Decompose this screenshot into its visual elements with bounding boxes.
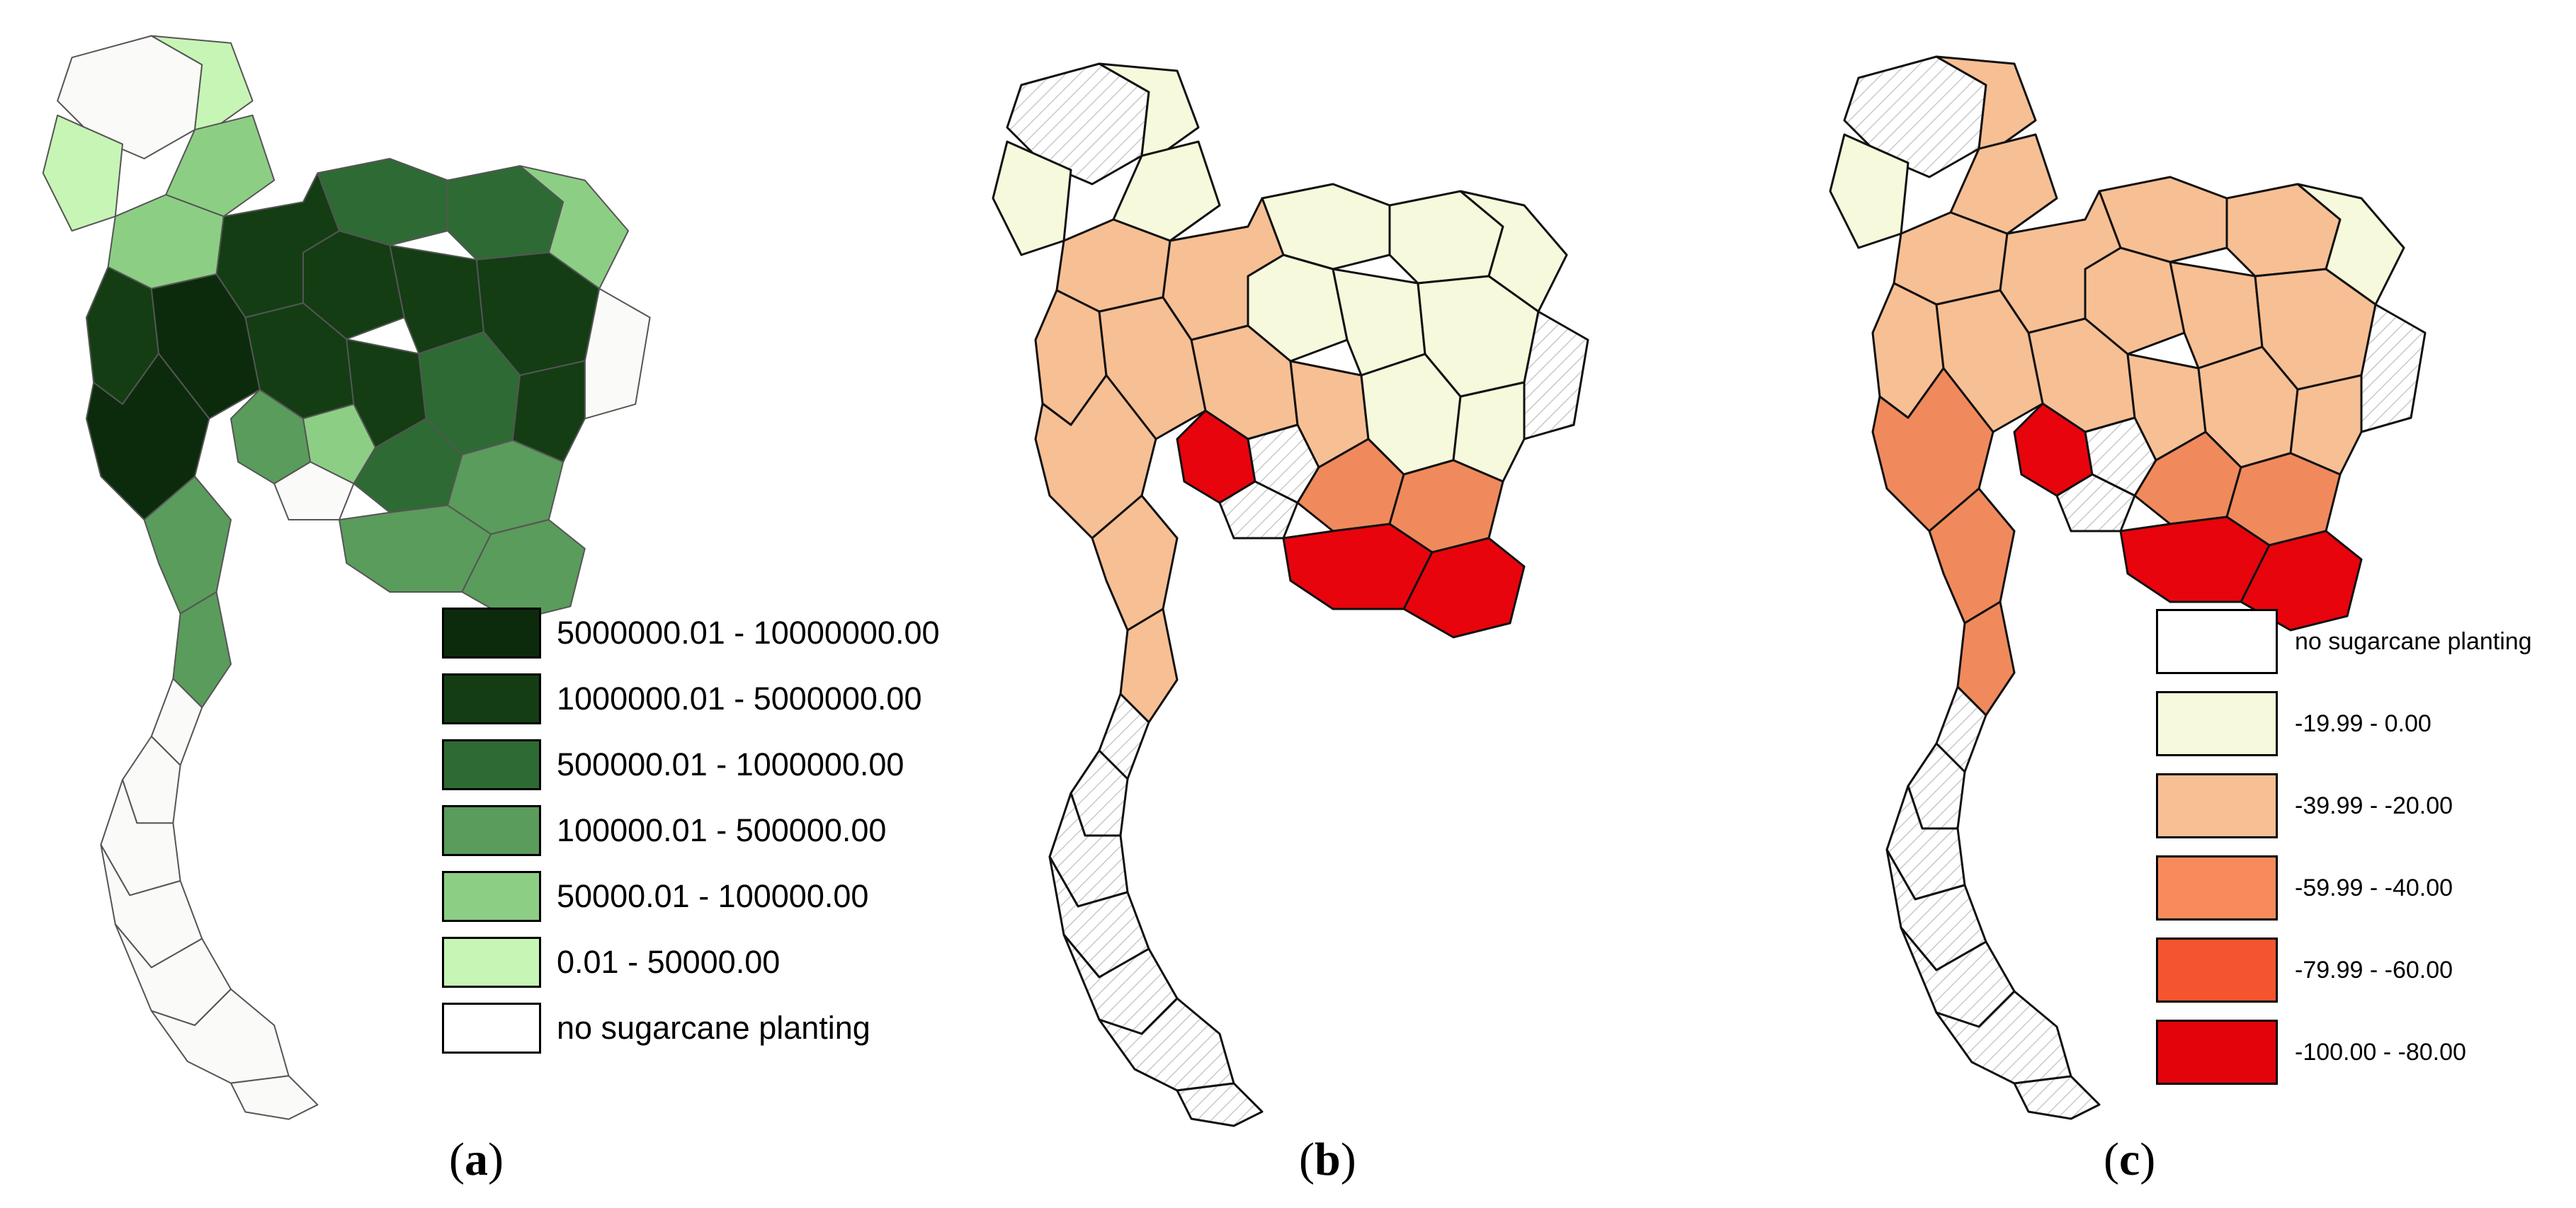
legend-label: -100.00 - -80.00 — [2295, 1039, 2466, 1066]
legend-swatch — [2156, 773, 2278, 838]
legend-label: 1000000.01 - 5000000.00 — [557, 680, 922, 717]
province-s6 — [2013, 1075, 2101, 1120]
province-bk — [273, 461, 355, 520]
province-nw2 — [1829, 133, 1910, 249]
province-regions — [1829, 55, 2427, 1120]
province-n2 — [165, 114, 276, 217]
legend-label: no sugarcane planting — [2295, 628, 2532, 655]
province-e4 — [461, 519, 586, 622]
legend-label: 0.01 - 50000.00 — [557, 944, 781, 980]
legend-swatch — [442, 673, 541, 724]
legend-swatch — [2156, 691, 2278, 756]
legend-item: 100000.01 - 500000.00 — [442, 805, 1079, 856]
province-ne7 — [584, 287, 651, 420]
province-ne7 — [2360, 303, 2427, 433]
legend-item: 500000.01 - 1000000.00 — [442, 739, 1079, 790]
legend-item: 0.01 - 50000.00 — [442, 937, 1079, 988]
legend-label: -19.99 - 0.00 — [2295, 710, 2432, 737]
province-regions — [992, 62, 1589, 1127]
legend-label: -59.99 - -40.00 — [2295, 874, 2453, 901]
province-nw2 — [992, 140, 1072, 256]
province-c5 — [511, 360, 586, 463]
province-s5 — [1098, 997, 1235, 1092]
legend-swatch — [442, 608, 541, 659]
legend-swatch — [2156, 938, 2278, 1003]
caption-letter: b — [1314, 1134, 1341, 1185]
province-s5 — [150, 988, 290, 1084]
legend-swatch — [2156, 1020, 2278, 1085]
legend-item: 1000000.01 - 5000000.00 — [442, 673, 1079, 724]
province-sw2 — [172, 591, 232, 709]
thailand-map-b — [992, 62, 1589, 1127]
thailand-map-c — [1829, 55, 2427, 1120]
legend-swatch — [442, 937, 541, 988]
legend-item: -79.99 - -60.00 — [2156, 938, 2576, 1003]
legend-swatch — [2156, 855, 2278, 921]
province-e4 — [1402, 537, 1526, 639]
legend-item: 5000000.01 - 10000000.00 — [442, 608, 1079, 659]
caption-c: (c) — [2104, 1134, 2156, 1185]
caption-b: (b) — [1299, 1134, 1356, 1185]
legend-item: no sugarcane planting — [442, 1003, 1079, 1054]
caption-a: (a) — [449, 1134, 504, 1185]
province-c5 — [1452, 381, 1526, 483]
legend-swatch — [2156, 609, 2278, 674]
province-n2 — [1949, 133, 2058, 235]
province-regions — [42, 35, 651, 1120]
legend-item: -100.00 - -80.00 — [2156, 1020, 2576, 1085]
province-s6 — [1176, 1082, 1264, 1127]
caption-letter: c — [2118, 1134, 2140, 1185]
province-ne7 — [1523, 310, 1589, 440]
legend-swatch — [442, 1003, 541, 1054]
province-sw2 — [1956, 600, 2016, 717]
legend-item: 50000.01 - 100000.00 — [442, 871, 1079, 922]
legend-label: -39.99 - -20.00 — [2295, 792, 2453, 819]
province-bk — [1218, 480, 1299, 540]
province-n2 — [1112, 140, 1221, 242]
map-panel-a: 5000000.01 - 10000000.00 1000000.01 - 50… — [0, 0, 940, 1208]
province-c5 — [2289, 374, 2363, 476]
legend-item: -59.99 - -40.00 — [2156, 855, 2576, 921]
legend-swatch — [442, 739, 541, 790]
legend-label: 5000000.01 - 10000000.00 — [557, 615, 940, 651]
province-sw2 — [1119, 608, 1179, 724]
province-s6 — [230, 1075, 319, 1120]
map-panel-b: (b) — [858, 0, 1717, 1208]
province-bk — [2055, 473, 2136, 532]
legend-label: 500000.01 - 1000000.00 — [557, 746, 904, 782]
legend-swatch — [442, 871, 541, 922]
thailand-map-a — [42, 35, 651, 1120]
legend-item: -19.99 - 0.00 — [2156, 691, 2576, 756]
map-panel-c: no sugarcane planting -19.99 - 0.00 -39.… — [1717, 0, 2575, 1208]
legend-label: -79.99 - -60.00 — [2295, 957, 2453, 984]
caption-letter: a — [464, 1134, 488, 1185]
legend-swatch — [442, 805, 541, 856]
province-e4 — [2240, 530, 2363, 632]
legend-label: 50000.01 - 100000.00 — [557, 878, 869, 914]
province-nw2 — [42, 114, 123, 232]
legend-item: no sugarcane planting — [2156, 609, 2576, 674]
legend-label: 100000.01 - 500000.00 — [557, 812, 887, 848]
legend-label: no sugarcane planting — [557, 1010, 870, 1046]
province-s5 — [1935, 990, 2072, 1085]
legend-item: -39.99 - -20.00 — [2156, 773, 2576, 838]
